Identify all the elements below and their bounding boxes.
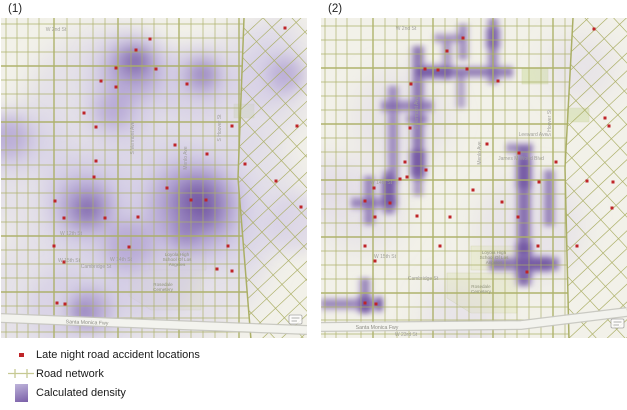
legend-label-accidents: Late night road accident locations	[36, 348, 200, 361]
legend-item-accidents: Late night road accident locations	[6, 345, 306, 364]
legend-item-roads: Road network	[6, 364, 306, 383]
svg-text:W 2nd St: W 2nd St	[46, 27, 67, 33]
map-panel-2: (2) W 2nd St S Vermont Ave S Hoover St Menl…	[321, 2, 627, 338]
svg-text:W 14th St: W 14th St	[370, 180, 393, 186]
legend-symbol-cell	[6, 368, 36, 379]
svg-text:S Vermont Ave: S Vermont Ave	[414, 96, 420, 129]
svg-text:W 12th St: W 12th St	[60, 231, 83, 237]
legend-symbol-cell	[6, 383, 36, 402]
svg-text:W 23rd St: W 23rd St	[395, 332, 418, 338]
svg-text:Cambridge St: Cambridge St	[408, 276, 439, 282]
map-panel-1: (1) W 2nd St S Vermont Ave S Hoover St Menl…	[1, 2, 307, 338]
legend-item-density: Calculated density	[6, 383, 306, 402]
legend-label-roads: Road network	[36, 367, 104, 380]
map-canvas-network-density: W 2nd St S Vermont Ave S Hoover St Menlo Av…	[321, 18, 627, 338]
accident-dot-icon	[18, 352, 24, 357]
svg-text:Leeward Ave: Leeward Ave	[519, 132, 548, 138]
panel-1-label: (1)	[8, 3, 23, 15]
svg-text:S Vermont Ave: S Vermont Ave	[130, 121, 136, 154]
legend-label-density: Calculated density	[36, 386, 126, 399]
svg-text:S Hoover St: S Hoover St	[217, 114, 223, 142]
legend-symbol-cell	[6, 352, 36, 357]
svg-text:W 15th St: W 15th St	[374, 254, 397, 260]
density-gradient-icon	[14, 383, 28, 402]
map-canvas-kernel-density: W 2nd St S Vermont Ave S Hoover St Menlo Av…	[1, 18, 307, 338]
svg-text:W 14th St: W 14th St	[110, 257, 133, 263]
svg-text:Cambridge St: Cambridge St	[81, 264, 112, 270]
svg-text:Menlo Ave: Menlo Ave	[183, 146, 189, 169]
panel-2-label: (2)	[328, 3, 343, 15]
svg-text:Santa Monica Fwy: Santa Monica Fwy	[66, 319, 109, 326]
svg-text:Santa Monica Fwy: Santa Monica Fwy	[356, 325, 399, 331]
svg-text:S Hoover St: S Hoover St	[547, 109, 553, 137]
svg-text:James M Wood Blvd: James M Wood Blvd	[498, 156, 544, 162]
road-line-icon	[8, 369, 34, 378]
legend: Late night road accident locations Road …	[6, 345, 306, 402]
svg-text:W 15th St: W 15th St	[58, 258, 81, 264]
svg-text:Menlo Ave: Menlo Ave	[477, 141, 483, 164]
svg-text:W 2nd St: W 2nd St	[396, 26, 417, 32]
